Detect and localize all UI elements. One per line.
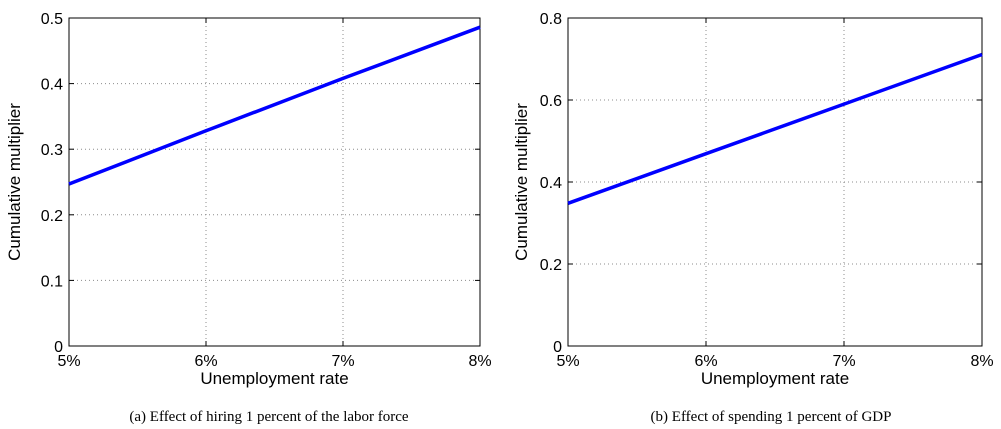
y-axis-label: Cumulative multiplier [512, 103, 531, 261]
x-tick-label: 6% [694, 353, 717, 370]
y-tick-label: 0.1 [41, 273, 63, 290]
x-tick-label: 7% [832, 353, 855, 370]
chart-panel-2: 5% 6% 7% 8% 0 0.2 0.4 0.6 0.8 Unemployment rate Cu… [512, 11, 994, 425]
y-tick-label: 0.6 [540, 93, 562, 110]
x-tick-label: 8% [970, 353, 993, 370]
axes-frame [68, 17, 481, 347]
y-tick-label: 0 [553, 339, 562, 356]
y-tick-label: 0.4 [41, 77, 63, 94]
figure-caption: (b) Effect of spending 1 percent of GDP [651, 409, 892, 425]
y-tick-label: 0.2 [540, 257, 562, 274]
x-tick-label: 7% [331, 353, 354, 370]
figure-caption: (a) Effect of hiring 1 percent of the la… [129, 409, 409, 425]
y-tick-label: 0.3 [41, 142, 63, 159]
plot-area [69, 18, 480, 346]
series-line-1 [567, 52, 983, 205]
series-line-1 [68, 25, 481, 186]
axes-frame [567, 17, 983, 347]
x-tick-label: 6% [194, 353, 217, 370]
x-tick-label: 5% [556, 353, 579, 370]
x-axis-label: Unemployment rate [200, 369, 348, 388]
y-tick-label: 0.8 [540, 11, 562, 28]
x-tick-label: 5% [57, 353, 80, 370]
x-axis-label: Unemployment rate [701, 369, 849, 388]
y-tick-label: 0.5 [41, 11, 63, 28]
x-tick-label: 8% [468, 353, 491, 370]
chart-panel-1: 5% 6% 7% 8% 0 0.1 0.2 0.3 0.4 0.5 Unemployment rat… [5, 11, 492, 425]
y-tick-label: 0 [54, 339, 63, 356]
y-tick-label: 0.2 [41, 208, 63, 225]
y-tick-label: 0.4 [540, 175, 562, 192]
y-axis-label: Cumulative multiplier [5, 103, 24, 261]
